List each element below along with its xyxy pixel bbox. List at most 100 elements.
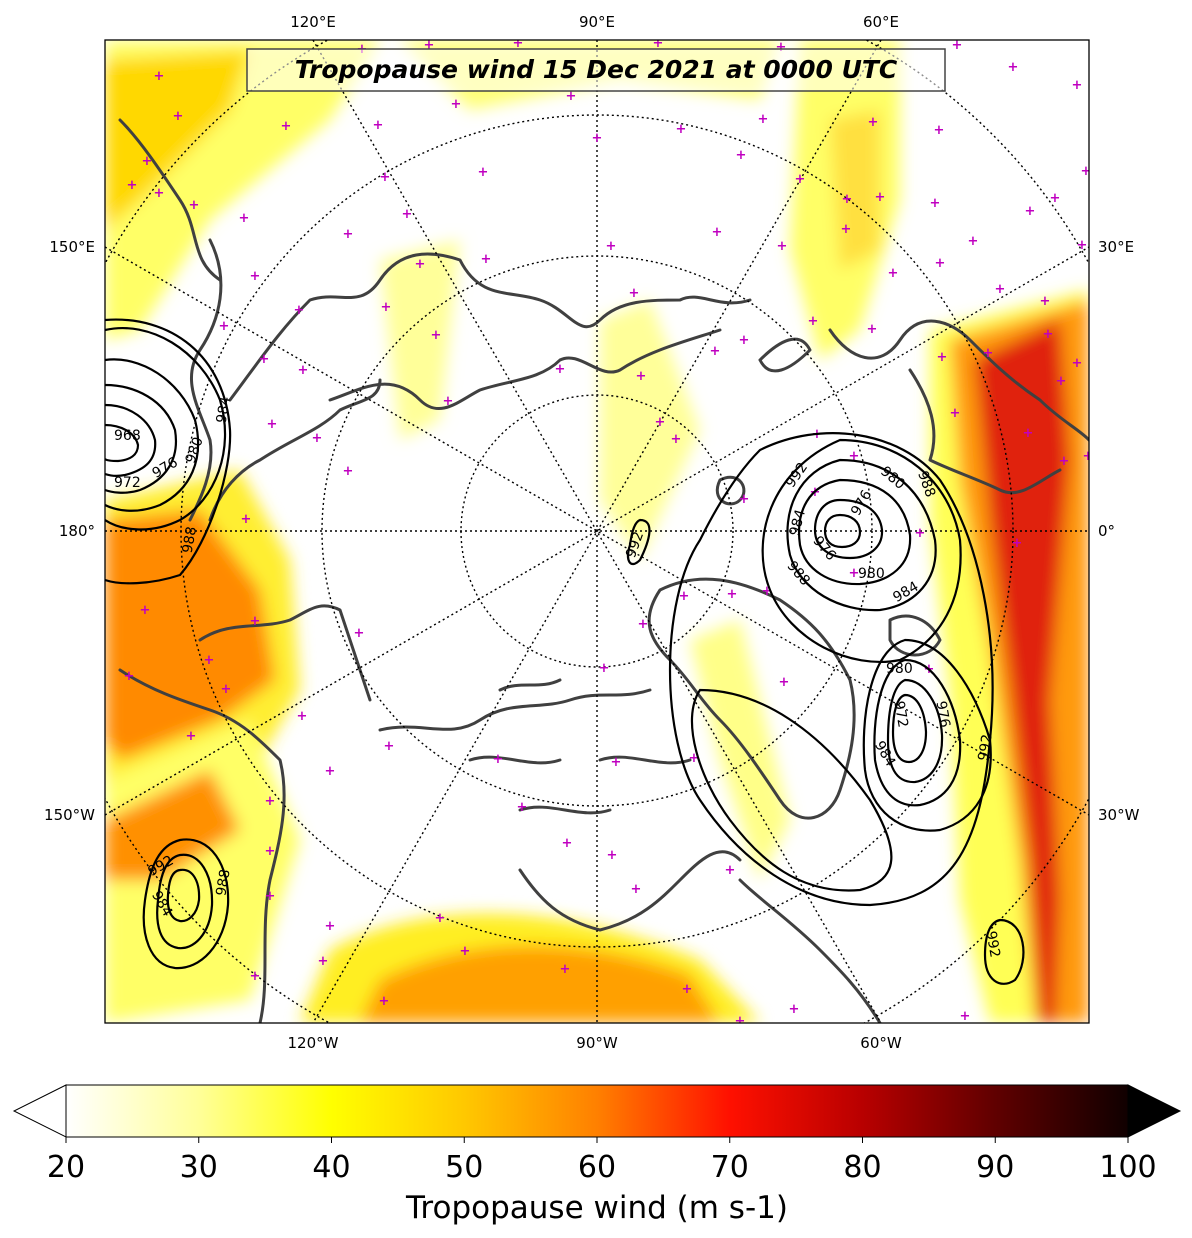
station-marker: + bbox=[679, 589, 690, 604]
station-marker: + bbox=[1077, 238, 1088, 253]
station-marker: + bbox=[250, 269, 261, 284]
station-marker: + bbox=[995, 282, 1006, 297]
station-marker: + bbox=[599, 661, 610, 676]
station-marker: + bbox=[629, 286, 640, 301]
lon-label-left: 180° bbox=[59, 522, 95, 540]
jet-pacific-west-core bbox=[105, 510, 275, 760]
contours-pacific-low bbox=[142, 838, 230, 970]
jet-europe-inner bbox=[830, 110, 880, 270]
colorbar: 20 30 40 50 60 70 80 90 100 Tropopause wind (m s… bbox=[12, 1084, 1182, 1226]
station-marker: + bbox=[934, 123, 945, 138]
colorbar-tick-label: 100 bbox=[1099, 1150, 1156, 1185]
contour-label: 992 bbox=[982, 930, 1002, 959]
graticule-labels: 120°E 90°E 60°E 120°W 90°W 60°W 150°E 18… bbox=[44, 13, 1140, 1052]
lon-label-top: 120°E bbox=[290, 13, 336, 31]
station-marker: + bbox=[739, 492, 750, 507]
station-marker: + bbox=[265, 889, 276, 904]
station-marker: + bbox=[318, 954, 329, 969]
station-marker: + bbox=[354, 626, 365, 641]
station-marker: + bbox=[173, 109, 184, 124]
station-marker: + bbox=[606, 239, 617, 254]
station-marker: + bbox=[250, 969, 261, 984]
contour-label: 992 bbox=[975, 733, 995, 762]
coast-canada-islands bbox=[468, 678, 692, 815]
contour-pole bbox=[626, 518, 651, 566]
jet-north-america-core bbox=[360, 945, 720, 1023]
station-marker: + bbox=[1056, 374, 1067, 389]
coast-canada-arctic bbox=[378, 688, 652, 732]
coast-scandinavia bbox=[828, 319, 1089, 442]
station-marker: + bbox=[562, 836, 573, 851]
lon-label-left: 150°E bbox=[49, 238, 95, 256]
colorbar-extend-low bbox=[12, 1084, 67, 1138]
station-marker: + bbox=[727, 587, 738, 602]
map-title: Tropopause wind 15 Dec 2021 at 0000 UTC bbox=[295, 55, 898, 84]
contour-southeast bbox=[983, 918, 1025, 985]
station-marker: + bbox=[250, 614, 261, 629]
station-marker: + bbox=[776, 40, 787, 55]
coast-asia-east bbox=[118, 118, 222, 282]
station-marker: + bbox=[682, 982, 693, 997]
station-marker: + bbox=[777, 239, 788, 254]
lon-label-bottom: 90°W bbox=[576, 1034, 618, 1052]
contour-label: 968 bbox=[114, 428, 141, 444]
contours-west-low bbox=[105, 318, 232, 585]
station-marker: + bbox=[653, 36, 664, 51]
station-marker: + bbox=[154, 186, 165, 201]
station-marker: + bbox=[281, 119, 292, 134]
coast-svalbard bbox=[716, 476, 746, 506]
lon-label-right: 30°W bbox=[1098, 806, 1140, 824]
station-marker: + bbox=[1043, 327, 1054, 342]
station-marker: + bbox=[451, 97, 462, 112]
coast-siberia bbox=[228, 252, 752, 402]
station-marker: + bbox=[555, 362, 566, 377]
station-marker: + bbox=[875, 190, 886, 205]
station-marker: + bbox=[1072, 356, 1083, 371]
station-marker: + bbox=[478, 165, 489, 180]
station-marker: + bbox=[888, 266, 899, 281]
station-marker: + bbox=[373, 118, 384, 133]
station-marker: + bbox=[795, 172, 806, 187]
station-marker: + bbox=[1083, 449, 1094, 464]
station-marker: + bbox=[1023, 426, 1034, 441]
station-marker: + bbox=[842, 192, 853, 207]
jet-pacific-band bbox=[105, 720, 300, 1023]
jet-atlantic-max bbox=[975, 320, 1070, 1023]
contour-label: 988 bbox=[213, 868, 233, 897]
station-marker: + bbox=[325, 764, 336, 779]
station-marker: + bbox=[513, 36, 524, 51]
station-marker: + bbox=[381, 300, 392, 315]
coast-hudson bbox=[518, 850, 742, 932]
station-marker: + bbox=[1025, 204, 1036, 219]
station-marker: + bbox=[1040, 294, 1051, 309]
contour-label: 984 bbox=[787, 508, 809, 538]
station-marker: + bbox=[1008, 60, 1019, 75]
station-marker: + bbox=[868, 115, 879, 130]
colorbar-tick-label: 80 bbox=[843, 1150, 881, 1185]
colorbar-tick-label: 90 bbox=[976, 1150, 1014, 1185]
station-marker: + bbox=[779, 675, 790, 690]
station-marker: + bbox=[443, 394, 454, 409]
wind-speed-shading bbox=[105, 40, 1089, 1023]
station-marker: + bbox=[493, 752, 504, 767]
station-marker: + bbox=[380, 170, 391, 185]
coastlines bbox=[118, 118, 1089, 1023]
station-marker: + bbox=[1072, 78, 1083, 93]
coast-chukotka bbox=[208, 378, 382, 522]
station-marker: + bbox=[950, 406, 961, 421]
station-marker: + bbox=[402, 207, 413, 222]
station-marker: + bbox=[671, 432, 682, 447]
station-marker: + bbox=[221, 682, 232, 697]
station-marker: + bbox=[566, 89, 577, 104]
station-marker: + bbox=[915, 526, 926, 541]
station-marker: + bbox=[186, 729, 197, 744]
pressure-contours bbox=[105, 318, 1025, 985]
contour-label: 980 bbox=[858, 566, 885, 582]
contour-label: 984 bbox=[214, 395, 234, 424]
station-marker: + bbox=[343, 227, 354, 242]
contours-greenland-low bbox=[669, 432, 994, 907]
station-marker: + bbox=[517, 800, 528, 815]
contour-label: 980 bbox=[886, 661, 913, 677]
contour-label: 972 bbox=[890, 700, 910, 729]
